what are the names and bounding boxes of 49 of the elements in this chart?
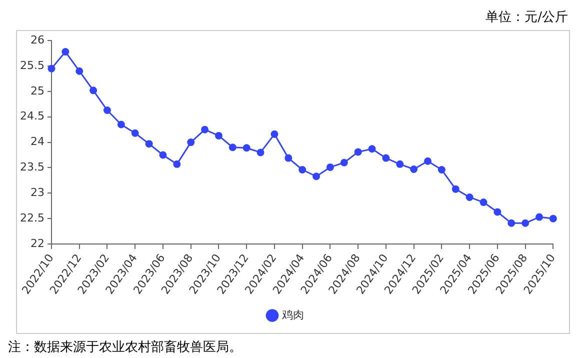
point: [284, 154, 292, 162]
point: [62, 48, 70, 56]
point: [298, 166, 306, 174]
point: [145, 140, 153, 148]
point: [424, 157, 432, 165]
y-tick-label: 25.5: [20, 58, 44, 72]
point: [131, 129, 139, 137]
y-tick-label: 23: [30, 186, 44, 200]
point: [508, 219, 516, 227]
point: [228, 144, 236, 152]
y-tick-label: 22.5: [20, 211, 44, 224]
point: [536, 213, 543, 221]
point: [76, 67, 84, 75]
point: [326, 163, 334, 171]
legend-label: 鸡肉: [280, 308, 304, 322]
point: [187, 138, 195, 146]
point: [159, 151, 167, 159]
y-tick-label: 22: [30, 236, 44, 250]
point: [256, 148, 264, 156]
y-tick-label: 24: [30, 135, 44, 148]
point: [438, 166, 446, 174]
point: [312, 172, 320, 180]
point: [103, 106, 111, 114]
point: [410, 166, 418, 173]
y-tick-label: 26: [30, 33, 44, 46]
y-tick-label: 25: [30, 84, 44, 98]
point: [270, 130, 278, 138]
point: [201, 126, 209, 134]
point: [340, 158, 348, 166]
y-tick-label: 24.5: [20, 110, 44, 123]
point: [466, 193, 474, 201]
y-tick-label: 23.5: [20, 160, 44, 174]
point: [382, 154, 390, 162]
point: [90, 86, 98, 94]
point: [396, 160, 404, 168]
point: [48, 64, 56, 72]
point: [242, 144, 250, 152]
point: [522, 219, 530, 227]
point: [452, 185, 460, 193]
point: [117, 120, 125, 128]
point: [480, 198, 488, 206]
point: [368, 145, 376, 153]
point: [214, 132, 222, 140]
point: [494, 208, 502, 216]
text: 注：数据来源于农业农村部畜牧兽医局。: [8, 339, 243, 356]
point: [173, 160, 181, 168]
point: [354, 148, 362, 156]
text: 单位：元/公斤: [484, 9, 569, 27]
point: [549, 214, 557, 222]
